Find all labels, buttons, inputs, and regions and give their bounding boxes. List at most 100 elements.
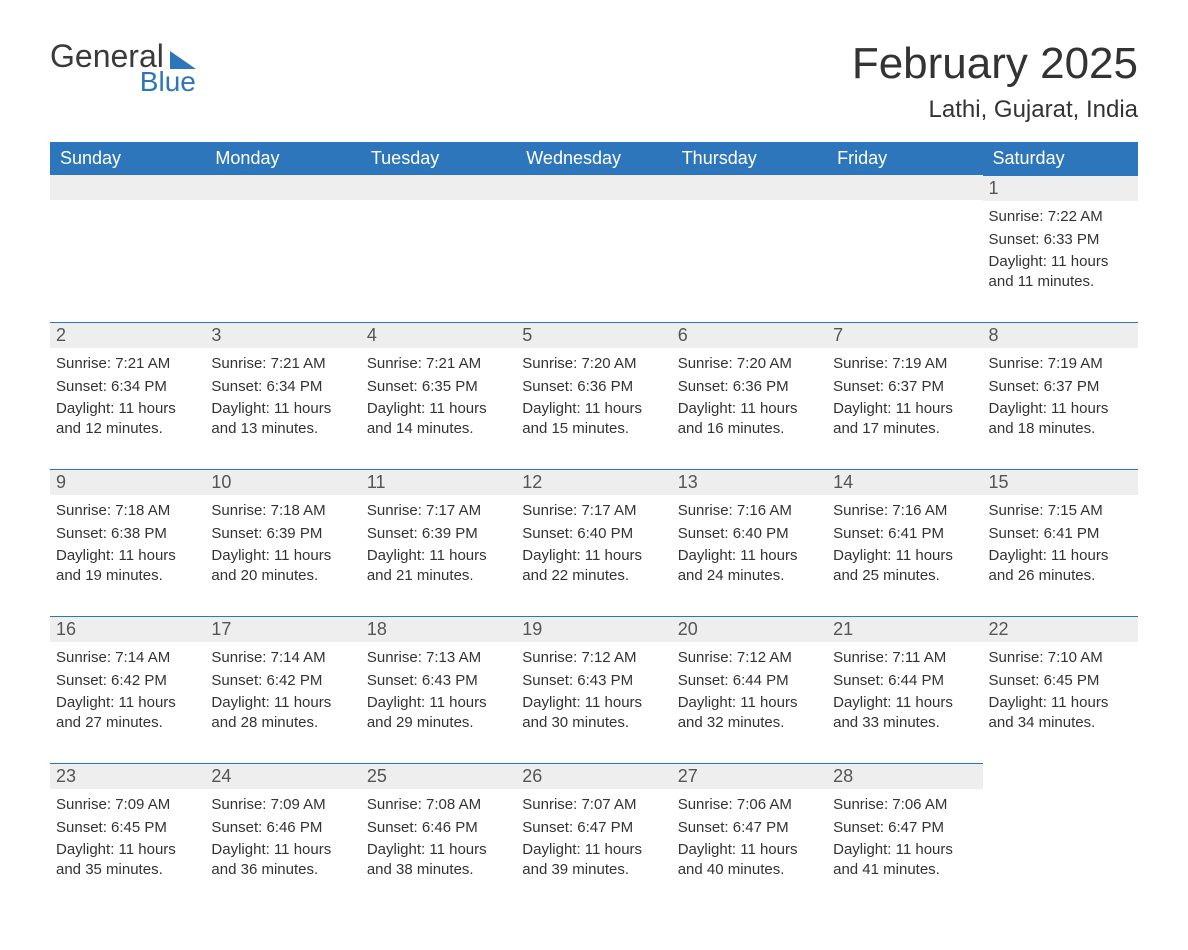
day-info: Sunrise: 7:21 AMSunset: 6:35 PMDaylight:… [367, 354, 510, 439]
day-info: Sunrise: 7:20 AMSunset: 6:36 PMDaylight:… [678, 354, 821, 439]
daylight-text: Daylight: 11 hours and 34 minutes. [989, 693, 1132, 734]
calendar-day-cell: 6Sunrise: 7:20 AMSunset: 6:36 PMDaylight… [672, 322, 827, 469]
day-number [361, 175, 516, 200]
calendar-day-cell: 28 Sunrise: 7:06 AMSunset: 6:47 PMDayligh… [827, 763, 982, 910]
day-info: Sunrise: 7:17 AMSunset: 6:40 PMDaylight:… [522, 501, 665, 586]
day-info: Sunrise: 7:19 AMSunset: 6:37 PMDaylight:… [989, 354, 1132, 439]
calendar-day-cell [672, 175, 827, 322]
sunset-text: Sunset: 6:40 PM [522, 524, 665, 544]
daylight-text: Daylight: 11 hours and 35 minutes. [56, 840, 199, 881]
daylight-text: Daylight: 11 hours and 25 minutes. [833, 546, 976, 587]
sunrise-text: Sunrise: 7:16 AM [678, 501, 821, 521]
sunset-text: Sunset: 6:44 PM [678, 671, 821, 691]
daylight-text: Daylight: 11 hours and 39 minutes. [522, 840, 665, 881]
calendar-day-cell: 7Sunrise: 7:19 AMSunset: 6:37 PMDaylight… [827, 322, 982, 469]
sunrise-text: Sunrise: 7:22 AM [989, 207, 1132, 227]
daylight-text: Daylight: 11 hours and 38 minutes. [367, 840, 510, 881]
sunrise-text: Sunrise: 7:12 AM [678, 648, 821, 668]
calendar-day-cell: 27Sunrise: 7:06 AMSunset: 6:47 PMDayligh… [672, 763, 827, 910]
sunset-text: Sunset: 6:40 PM [678, 524, 821, 544]
weekday-header: Friday [827, 142, 982, 175]
weekday-header: Saturday [983, 142, 1138, 175]
day-number [672, 175, 827, 200]
day-number: 25 [361, 763, 516, 789]
sunset-text: Sunset: 6:38 PM [56, 524, 199, 544]
day-number: 7 [827, 322, 982, 348]
day-info: Sunrise: 7:07 AMSunset: 6:47 PMDaylight:… [522, 795, 665, 880]
day-number: 9 [50, 469, 205, 495]
sunrise-text: Sunrise: 7:15 AM [989, 501, 1132, 521]
day-number: 3 [205, 322, 360, 348]
calendar-day-cell: 5Sunrise: 7:20 AMSunset: 6:36 PMDaylight… [516, 322, 671, 469]
calendar-week-row: 1 Sunrise: 7:22 AMSunset: 6:33 PMDaylight… [50, 175, 1138, 322]
sunset-text: Sunset: 6:46 PM [367, 818, 510, 838]
sunset-text: Sunset: 6:41 PM [989, 524, 1132, 544]
sunset-text: Sunset: 6:45 PM [989, 671, 1132, 691]
day-number: 26 [516, 763, 671, 789]
day-number: 16 [50, 616, 205, 642]
sunrise-text: Sunrise: 7:20 AM [678, 354, 821, 374]
daylight-text: Daylight: 11 hours and 26 minutes. [989, 546, 1132, 587]
calendar-day-cell [50, 175, 205, 322]
sunrise-text: Sunrise: 7:14 AM [56, 648, 199, 668]
day-number: 17 [205, 616, 360, 642]
sunrise-text: Sunrise: 7:21 AM [211, 354, 354, 374]
day-number: 19 [516, 616, 671, 642]
sunset-text: Sunset: 6:37 PM [833, 377, 976, 397]
calendar-day-cell: 23Sunrise: 7:09 AMSunset: 6:45 PMDayligh… [50, 763, 205, 910]
day-number: 28 [827, 763, 982, 789]
daylight-text: Daylight: 11 hours and 28 minutes. [211, 693, 354, 734]
day-number [205, 175, 360, 200]
calendar-day-cell [361, 175, 516, 322]
day-info: Sunrise: 7:18 AMSunset: 6:38 PMDaylight:… [56, 501, 199, 586]
calendar-day-cell: 2Sunrise: 7:21 AMSunset: 6:34 PMDaylight… [50, 322, 205, 469]
daylight-text: Daylight: 11 hours and 29 minutes. [367, 693, 510, 734]
day-info: Sunrise: 7:06 AMSunset: 6:47 PMDaylight:… [833, 795, 976, 880]
location-text: Lathi, Gujarat, India [852, 96, 1138, 124]
sunset-text: Sunset: 6:47 PM [522, 818, 665, 838]
calendar-day-cell: 24Sunrise: 7:09 AMSunset: 6:46 PMDayligh… [205, 763, 360, 910]
calendar-day-cell [205, 175, 360, 322]
daylight-text: Daylight: 11 hours and 36 minutes. [211, 840, 354, 881]
calendar-day-cell [983, 763, 1138, 910]
sunset-text: Sunset: 6:39 PM [211, 524, 354, 544]
day-info: Sunrise: 7:11 AMSunset: 6:44 PMDaylight:… [833, 648, 976, 733]
brand-triangle-icon [170, 51, 196, 69]
day-info: Sunrise: 7:14 AMSunset: 6:42 PMDaylight:… [211, 648, 354, 733]
day-number: 18 [361, 616, 516, 642]
day-info: Sunrise: 7:15 AM Sunset: 6:41 PMDaylight:… [989, 501, 1132, 586]
daylight-text: Daylight: 11 hours and 11 minutes. [989, 252, 1132, 293]
day-number: 1 [983, 175, 1138, 201]
daylight-text: Daylight: 11 hours and 13 minutes. [211, 399, 354, 440]
calendar-day-cell: 22Sunrise: 7:10 AMSunset: 6:45 PMDayligh… [983, 616, 1138, 763]
day-number: 14 [827, 469, 982, 495]
calendar-day-cell: 18Sunrise: 7:13 AMSunset: 6:43 PMDayligh… [361, 616, 516, 763]
sunset-text: Sunset: 6:34 PM [211, 377, 354, 397]
weekday-header-row: Sunday Monday Tuesday Wednesday Thursday… [50, 142, 1138, 175]
calendar-day-cell: 13Sunrise: 7:16 AMSunset: 6:40 PMDayligh… [672, 469, 827, 616]
calendar-day-cell [516, 175, 671, 322]
daylight-text: Daylight: 11 hours and 20 minutes. [211, 546, 354, 587]
sunrise-text: Sunrise: 7:21 AM [56, 354, 199, 374]
sunrise-text: Sunrise: 7:19 AM [833, 354, 976, 374]
sunrise-text: Sunrise: 7:06 AM [678, 795, 821, 815]
sunrise-text: Sunrise: 7:18 AM [211, 501, 354, 521]
day-info: Sunrise: 7:22 AMSunset: 6:33 PMDaylight:… [989, 207, 1132, 292]
calendar-day-cell: 14Sunrise: 7:16 AMSunset: 6:41 PMDayligh… [827, 469, 982, 616]
day-number: 20 [672, 616, 827, 642]
day-info: Sunrise: 7:12 AMSunset: 6:43 PMDaylight:… [522, 648, 665, 733]
day-info: Sunrise: 7:12 AMSunset: 6:44 PMDaylight:… [678, 648, 821, 733]
day-number [827, 175, 982, 200]
daylight-text: Daylight: 11 hours and 41 minutes. [833, 840, 976, 881]
day-info: Sunrise: 7:20 AMSunset: 6:36 PMDaylight:… [522, 354, 665, 439]
sunrise-text: Sunrise: 7:09 AM [56, 795, 199, 815]
calendar-day-cell [827, 175, 982, 322]
day-info: Sunrise: 7:14 AMSunset: 6:42 PMDaylight:… [56, 648, 199, 733]
sunset-text: Sunset: 6:34 PM [56, 377, 199, 397]
sunrise-text: Sunrise: 7:12 AM [522, 648, 665, 668]
day-number: 8 [983, 322, 1138, 348]
calendar-day-cell: 3 Sunrise: 7:21 AM Sunset: 6:34 PMDaylight… [205, 322, 360, 469]
daylight-text: Daylight: 11 hours and 24 minutes. [678, 546, 821, 587]
weekday-header: Monday [205, 142, 360, 175]
calendar-day-cell: 8 Sunrise: 7:19 AMSunset: 6:37 PMDaylight… [983, 322, 1138, 469]
